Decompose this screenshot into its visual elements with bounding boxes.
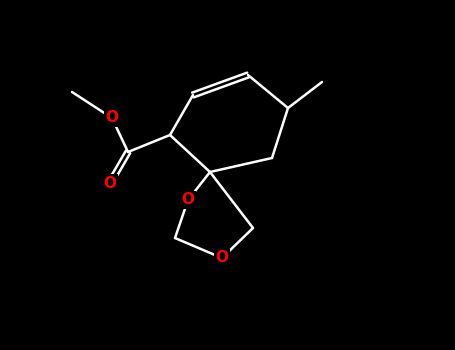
Text: O: O — [103, 175, 116, 190]
Text: O: O — [182, 193, 194, 208]
Text: O: O — [106, 111, 118, 126]
Text: O: O — [216, 251, 228, 266]
